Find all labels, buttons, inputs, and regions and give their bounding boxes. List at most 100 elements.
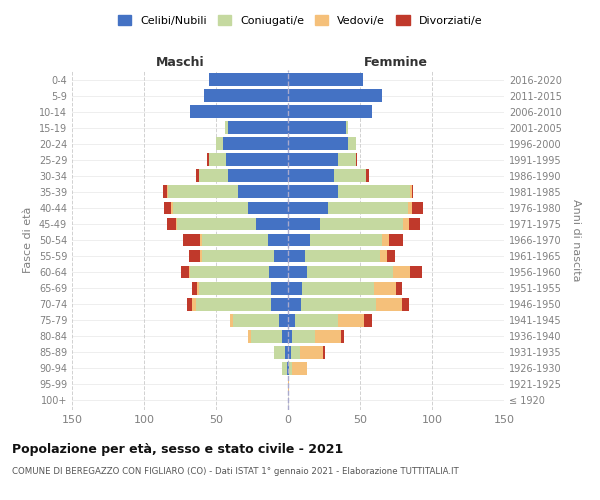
- Bar: [208, 154, 209, 166]
- Bar: [196, 298, 271, 310]
- Bar: [338, 154, 356, 166]
- Bar: [163, 186, 167, 198]
- Bar: [364, 314, 371, 326]
- Bar: [288, 266, 307, 278]
- Bar: [223, 138, 288, 150]
- Bar: [209, 154, 226, 166]
- Bar: [410, 266, 422, 278]
- Bar: [282, 330, 288, 342]
- Bar: [271, 282, 288, 294]
- Bar: [292, 330, 316, 342]
- Bar: [274, 250, 288, 262]
- Bar: [299, 346, 323, 358]
- Bar: [301, 298, 376, 310]
- Bar: [190, 106, 288, 118]
- Bar: [403, 218, 409, 230]
- Bar: [374, 282, 396, 294]
- Bar: [292, 362, 307, 374]
- Bar: [238, 186, 288, 198]
- Bar: [274, 346, 285, 358]
- Bar: [288, 282, 302, 294]
- Bar: [295, 314, 338, 326]
- Bar: [334, 170, 366, 182]
- Bar: [188, 266, 190, 278]
- Bar: [288, 89, 382, 102]
- Bar: [287, 362, 288, 374]
- Bar: [310, 234, 382, 246]
- Bar: [349, 138, 356, 150]
- Bar: [172, 202, 173, 214]
- Bar: [202, 250, 274, 262]
- Bar: [233, 314, 280, 326]
- Y-axis label: Fasce di età: Fasce di età: [23, 207, 33, 273]
- Bar: [167, 218, 176, 230]
- Bar: [288, 106, 371, 118]
- Bar: [302, 282, 374, 294]
- Text: Popolazione per età, sesso e stato civile - 2021: Popolazione per età, sesso e stato civil…: [12, 442, 343, 456]
- Bar: [323, 346, 325, 358]
- Bar: [289, 362, 292, 374]
- Bar: [227, 170, 288, 182]
- Text: Femmine: Femmine: [364, 56, 428, 69]
- Bar: [407, 202, 412, 214]
- Bar: [288, 218, 320, 230]
- Bar: [200, 234, 202, 246]
- Bar: [280, 314, 288, 326]
- Bar: [346, 122, 349, 134]
- Bar: [338, 186, 410, 198]
- Bar: [288, 378, 289, 391]
- Bar: [388, 250, 395, 262]
- Bar: [288, 330, 292, 342]
- Bar: [199, 170, 227, 182]
- Bar: [320, 218, 403, 230]
- Bar: [282, 362, 287, 374]
- Bar: [288, 73, 363, 86]
- Bar: [316, 330, 341, 342]
- Bar: [288, 170, 334, 182]
- Bar: [288, 298, 301, 310]
- Y-axis label: Anni di nascita: Anni di nascita: [571, 198, 581, 281]
- Bar: [396, 282, 402, 294]
- Bar: [288, 202, 328, 214]
- Bar: [288, 154, 338, 166]
- Bar: [248, 202, 288, 214]
- Bar: [376, 298, 402, 310]
- Bar: [188, 250, 200, 262]
- Bar: [338, 314, 364, 326]
- Text: Maschi: Maschi: [155, 56, 205, 69]
- Bar: [409, 218, 421, 230]
- Bar: [248, 330, 251, 342]
- Bar: [412, 186, 413, 198]
- Bar: [410, 186, 412, 198]
- Bar: [197, 282, 199, 294]
- Bar: [341, 330, 344, 342]
- Bar: [169, 186, 238, 198]
- Bar: [382, 234, 389, 246]
- Bar: [291, 346, 299, 358]
- Bar: [199, 282, 271, 294]
- Bar: [216, 138, 223, 150]
- Bar: [167, 186, 169, 198]
- Bar: [288, 362, 289, 374]
- Bar: [173, 202, 248, 214]
- Bar: [256, 218, 288, 230]
- Bar: [288, 250, 305, 262]
- Bar: [191, 298, 196, 310]
- Bar: [305, 250, 380, 262]
- Bar: [200, 250, 202, 262]
- Bar: [269, 266, 288, 278]
- Bar: [191, 282, 197, 294]
- Bar: [227, 122, 288, 134]
- Bar: [230, 314, 233, 326]
- Bar: [380, 250, 388, 262]
- Bar: [288, 138, 349, 150]
- Bar: [288, 314, 295, 326]
- Bar: [288, 122, 346, 134]
- Bar: [268, 234, 288, 246]
- Bar: [224, 122, 227, 134]
- Bar: [176, 218, 177, 230]
- Bar: [307, 266, 393, 278]
- Bar: [183, 234, 200, 246]
- Legend: Celibi/Nubili, Coniugati/e, Vedovi/e, Divorziati/e: Celibi/Nubili, Coniugati/e, Vedovi/e, Di…: [113, 10, 487, 30]
- Bar: [328, 202, 407, 214]
